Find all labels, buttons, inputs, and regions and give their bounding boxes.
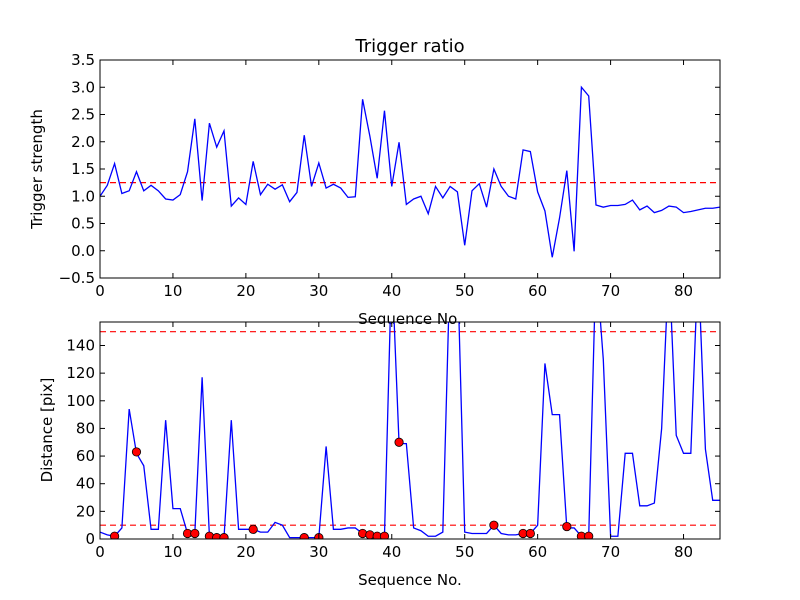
plot-area [100, 85, 720, 258]
x-tick-label: 30 [309, 543, 328, 561]
marker-group [109, 437, 594, 539]
data-point-marker [394, 437, 404, 447]
x-tick-label: 0 [95, 543, 105, 561]
y-axis: 0 20 40 60 80 100 120 140 [66, 336, 720, 548]
x-axis: 0 10 20 30 40 50 60 70 80 [95, 322, 693, 561]
x-tick-label: 20 [236, 282, 255, 300]
y-tick-label: 1.0 [71, 187, 95, 205]
y-tick-label: 60 [76, 447, 95, 465]
y-tick-label: 3.5 [71, 51, 95, 69]
series-group [100, 85, 720, 258]
y-tick-label: 0.5 [71, 215, 95, 233]
distance-chart: 0 10 20 30 40 50 60 70 80 0 20 40 60 80 100 120 140 Seq… [38, 321, 721, 589]
data-point-marker [248, 524, 258, 534]
x-tick-label: 50 [455, 543, 474, 561]
x-tick-label: 40 [382, 282, 401, 300]
y-tick-label: 0.0 [71, 242, 95, 260]
y-axis-label: Trigger strength [28, 109, 46, 230]
data-point-marker [489, 520, 499, 530]
y-axis: −0.5 0.0 0.5 1.0 1.5 2.0 2.5 3.0 3.5 [59, 51, 720, 287]
y-tick-label: 140 [66, 336, 95, 354]
y-tick-label: 20 [76, 502, 95, 520]
x-tick-label: 80 [674, 543, 693, 561]
y-tick-label: 120 [66, 364, 95, 382]
x-axis: 0 10 20 30 40 50 60 70 80 [95, 60, 693, 300]
data-point-marker [109, 531, 120, 539]
y-tick-label: 40 [76, 475, 95, 493]
data-point-marker [131, 447, 142, 457]
data-point-marker [584, 531, 594, 539]
plot-frame [99, 321, 721, 540]
data-point-marker [299, 533, 309, 539]
series-line [100, 85, 720, 258]
y-tick-label: 100 [66, 392, 95, 410]
y-tick-label: 2.0 [71, 133, 95, 151]
x-tick-label: 30 [309, 282, 328, 300]
x-axis-label: Sequence No. [358, 571, 462, 589]
data-point-marker [525, 528, 535, 539]
reference-lines [100, 331, 720, 526]
plot-area [100, 322, 720, 539]
trigger-ratio-chart: Trigger ratio 0 10 20 30 40 50 60 70 80 −0.50.00… [28, 36, 721, 328]
data-point-marker [219, 533, 229, 539]
x-tick-label: 10 [163, 282, 182, 300]
y-tick-label: 80 [76, 419, 95, 437]
x-tick-label: 70 [601, 282, 620, 300]
series-group [100, 322, 720, 539]
x-tick-label: 20 [236, 543, 255, 561]
y-tick-label: 1.5 [71, 160, 95, 178]
x-tick-label: 80 [674, 282, 693, 300]
series-line [100, 322, 720, 539]
x-tick-label: 10 [163, 543, 182, 561]
y-tick-label: 2.5 [71, 106, 95, 124]
plot-frame [99, 59, 721, 279]
x-tick-label: 60 [528, 543, 547, 561]
x-axis-label: Sequence No. [358, 310, 462, 328]
y-tick-label: 0 [85, 530, 95, 548]
x-tick-label: 0 [95, 282, 105, 300]
data-point-marker [562, 521, 572, 532]
y-tick-label: 3.0 [71, 78, 95, 96]
y-axis-label: Distance [pix] [38, 378, 56, 483]
x-tick-label: 70 [601, 543, 620, 561]
x-tick-label: 50 [455, 282, 474, 300]
x-tick-label: 60 [528, 282, 547, 300]
data-point-marker [379, 531, 390, 539]
chart-title: Trigger ratio [354, 36, 464, 57]
data-point-marker [190, 528, 200, 539]
y-tick-label: −0.5 [59, 269, 95, 287]
x-tick-label: 40 [382, 543, 401, 561]
